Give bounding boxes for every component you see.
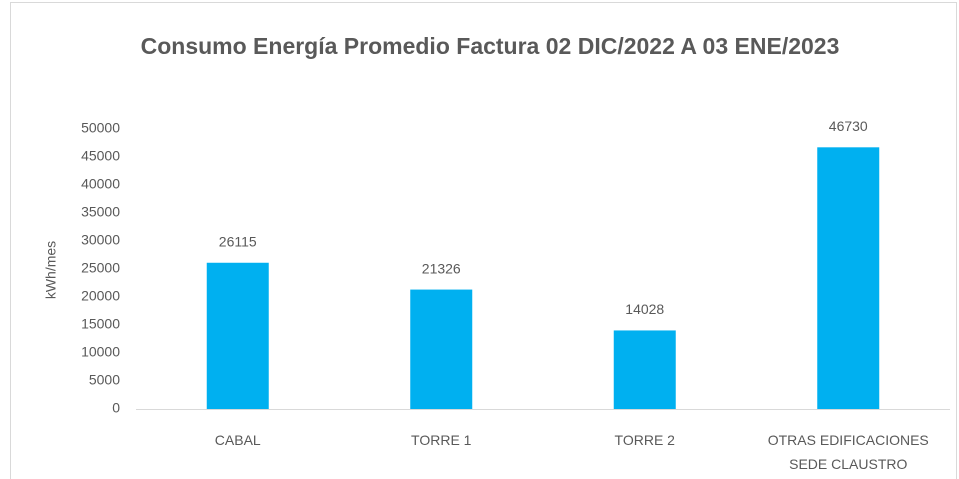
y-axis-label: kWh/mes	[43, 241, 59, 299]
y-tick-label: 20000	[81, 288, 120, 304]
y-tick-label: 25000	[81, 260, 120, 276]
y-tick-label: 10000	[81, 344, 120, 360]
y-tick-label: 30000	[81, 232, 120, 248]
chart-border	[10, 2, 957, 479]
data-label: 14028	[625, 301, 664, 317]
y-tick-label: 15000	[81, 316, 120, 332]
bar	[410, 289, 473, 409]
y-tick-label: 35000	[81, 204, 120, 220]
data-label: 21326	[422, 260, 461, 276]
data-label: 26115	[219, 233, 257, 249]
x-tick-label: TORRE 1	[411, 432, 472, 448]
chart-title: Consumo Energía Promedio Factura 02 DIC/…	[140, 33, 840, 59]
y-tick-label: 0	[112, 400, 120, 416]
x-tick-label: CABAL	[214, 432, 261, 448]
x-tick-label: TORRE 2	[614, 432, 675, 448]
data-label: 46730	[829, 118, 868, 134]
bar	[817, 147, 880, 409]
bar	[613, 330, 676, 409]
y-tick-label: 50000	[81, 120, 120, 136]
y-tick-label: 40000	[81, 176, 120, 192]
bar	[206, 262, 269, 409]
y-tick-label: 45000	[81, 148, 120, 164]
y-tick-label: 5000	[89, 372, 120, 388]
x-tick-label: OTRAS EDIFICACIONES SEDE CLAUSTRO	[767, 432, 929, 472]
